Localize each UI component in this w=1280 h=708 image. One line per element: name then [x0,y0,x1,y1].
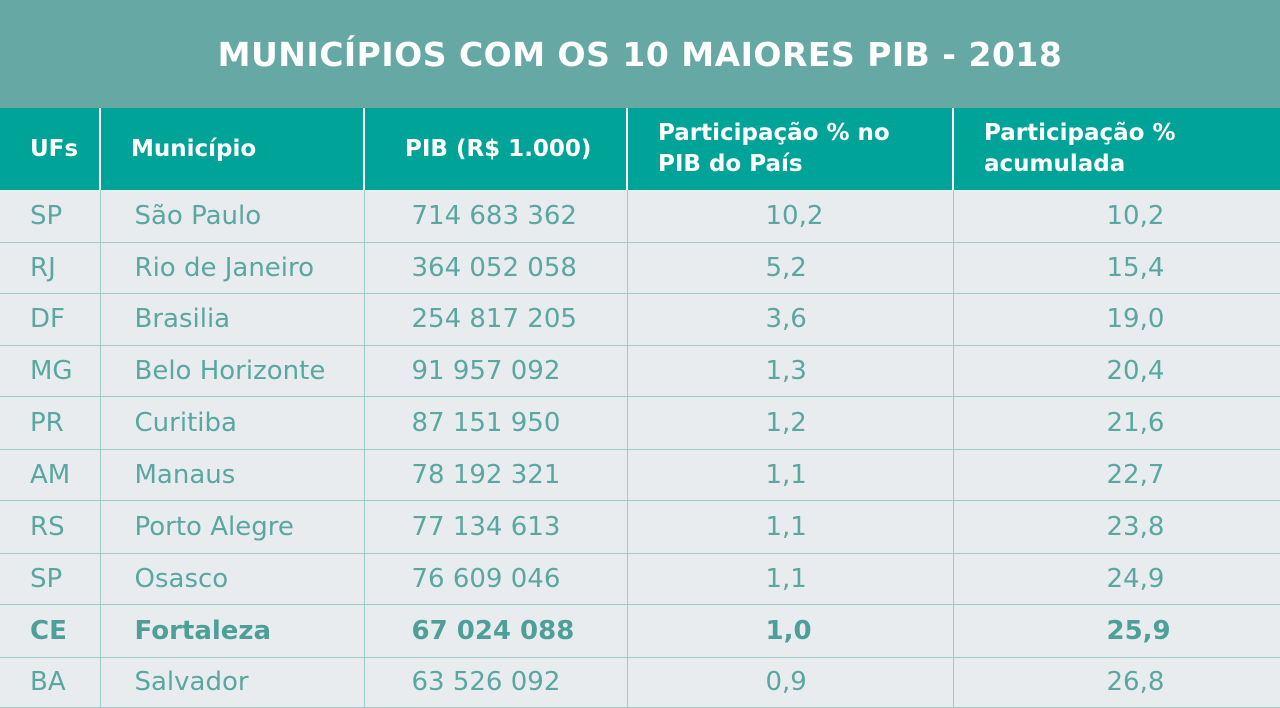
cell-pib: 254 817 205 [363,293,627,346]
cell-pib: 714 683 362 [363,190,627,243]
cell-part: 3,6 [626,293,953,346]
header-pib-label: PIB (R$ 1.000) [405,135,592,162]
cell-municipio: Curitiba [99,396,364,450]
cell-pib: 77 134 613 [363,500,627,554]
table-row: AM Manaus 78 192 321 1,1 22,7 [0,449,1280,501]
cell-acum: 19,0 [952,293,1280,346]
table-row: MG Belo Horizonte 91 957 092 1,3 20,4 [0,345,1280,397]
cell-acum: 23,8 [952,500,1280,554]
header-participacao-pais: Participação % no PIB do País [626,108,953,190]
cell-part: 5,2 [626,242,953,294]
table-row: BA Salvador 63 526 092 0,9 26,8 [0,657,1280,708]
header-participacao-pais-line2: PIB do País [658,151,803,177]
table-row: RS Porto Alegre 77 134 613 1,1 23,8 [0,500,1280,554]
cell-municipio: Osasco [99,553,364,605]
page-title: MUNICÍPIOS COM OS 10 MAIORES PIB - 2018 [0,0,1280,108]
cell-acum: 21,6 [952,396,1280,450]
header-municipio: Município [99,108,364,190]
cell-pib: 78 192 321 [363,449,627,501]
cell-acum: 26,8 [952,657,1280,708]
header-pib: PIB (R$ 1.000) [363,108,627,190]
cell-municipio: Porto Alegre [99,500,364,554]
cell-part: 1,3 [626,345,953,397]
cell-pib: 76 609 046 [363,553,627,605]
cell-part: 1,1 [626,553,953,605]
table-body: SP São Paulo 714 683 362 10,2 10,2 RJ Rio de J… [0,190,1280,708]
cell-part: 1,1 [626,449,953,501]
header-uf-label: UFs [30,135,79,162]
cell-pib: 63 526 092 [363,657,627,708]
header-participacao-acumulada-line2: acumulada [984,151,1126,177]
cell-pib: 91 957 092 [363,345,627,397]
cell-municipio: Manaus [99,449,364,501]
cell-pib: 67 024 088 [363,604,627,658]
cell-municipio: Salvador [99,657,364,708]
cell-acum: 15,4 [952,242,1280,294]
cell-uf: RJ [0,242,100,294]
cell-uf: AM [0,449,100,501]
header-municipio-label: Município [131,135,257,162]
cell-uf: RS [0,500,100,554]
cell-uf: SP [0,190,100,243]
header-participacao-acumulada-line1: Participação % [984,120,1176,146]
table-header-row: UFs Município PIB (R$ 1.000) Participaçã… [0,108,1280,190]
cell-acum: 20,4 [952,345,1280,397]
cell-municipio: São Paulo [99,190,364,243]
cell-uf: DF [0,293,100,346]
cell-acum: 24,9 [952,553,1280,605]
table-row: SP Osasco 76 609 046 1,1 24,9 [0,553,1280,605]
cell-acum: 25,9 [952,604,1280,658]
pib-table: UFs Município PIB (R$ 1.000) Participaçã… [0,108,1280,708]
cell-acum: 22,7 [952,449,1280,501]
cell-pib: 87 151 950 [363,396,627,450]
cell-acum: 10,2 [952,190,1280,243]
cell-municipio: Belo Horizonte [99,345,364,397]
table-row: DF Brasilia 254 817 205 3,6 19,0 [0,293,1280,346]
header-participacao-pais-line1: Participação % no [658,120,890,146]
cell-part: 1,1 [626,500,953,554]
cell-part: 1,2 [626,396,953,450]
table-row: RJ Rio de Janeiro 364 052 058 5,2 15,4 [0,242,1280,294]
header-uf: UFs [0,108,100,190]
cell-uf: CE [0,604,100,658]
table-row: PR Curitiba 87 151 950 1,2 21,6 [0,396,1280,450]
cell-municipio: Rio de Janeiro [99,242,364,294]
cell-uf: PR [0,396,100,450]
cell-part: 0,9 [626,657,953,708]
table-row: CE Fortaleza 67 024 088 1,0 25,9 [0,604,1280,658]
cell-part: 10,2 [626,190,953,243]
cell-uf: SP [0,553,100,605]
header-participacao-acumulada: Participação % acumulada [952,108,1280,190]
cell-part: 1,0 [626,604,953,658]
cell-uf: BA [0,657,100,708]
cell-municipio: Fortaleza [99,604,364,658]
cell-pib: 364 052 058 [363,242,627,294]
cell-uf: MG [0,345,100,397]
cell-municipio: Brasilia [99,293,364,346]
table-row: SP São Paulo 714 683 362 10,2 10,2 [0,190,1280,243]
